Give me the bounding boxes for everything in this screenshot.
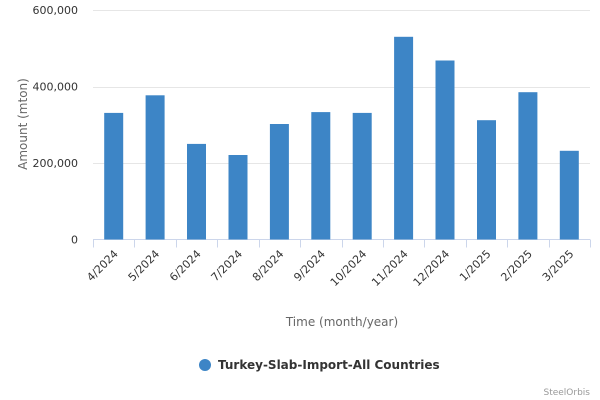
x-tick-label: 5/2024 — [126, 247, 163, 284]
y-axis-title: Amount (mton) — [16, 78, 30, 170]
legend-label: Turkey-Slab-Import-All Countries — [218, 358, 440, 372]
x-axis-title: Time (month/year) — [285, 315, 398, 329]
bar[interactable] — [228, 155, 248, 240]
bar[interactable] — [311, 112, 331, 240]
x-axis-ticks: 4/2024 5/2024 6/2024 7/2024 8/2024 9/2024 10/2… — [84, 247, 576, 289]
x-tick-label: 12/2024 — [411, 247, 453, 289]
x-tick-label: 11/2024 — [369, 247, 411, 289]
bar[interactable] — [187, 143, 206, 240]
x-axis-tick-marks — [93, 239, 591, 248]
x-tick-label: 4/2024 — [84, 247, 121, 284]
legend[interactable]: Turkey-Slab-Import-All Countries — [199, 358, 440, 372]
y-tick-label: 200,000 — [33, 157, 79, 170]
bar[interactable] — [435, 60, 455, 240]
grid-lines — [93, 10, 590, 164]
x-tick-label: 2/2025 — [498, 247, 535, 284]
bar[interactable] — [269, 124, 289, 240]
bar[interactable] — [394, 36, 414, 240]
credit-text[interactable]: SteelOrbis — [543, 388, 590, 398]
x-tick-label: 6/2024 — [167, 247, 204, 284]
bar[interactable] — [104, 112, 124, 240]
bar[interactable] — [518, 92, 538, 240]
x-tick-label: 3/2025 — [540, 247, 577, 284]
x-tick-label: 9/2024 — [291, 247, 328, 284]
y-axis-ticks: 0 200,000 400,000 600,000 — [33, 4, 79, 247]
x-tick-label: 8/2024 — [250, 247, 287, 284]
y-tick-label: 400,000 — [33, 81, 79, 94]
x-tick-label: 1/2025 — [457, 247, 494, 284]
bars — [104, 36, 579, 240]
bar[interactable] — [477, 120, 496, 240]
x-tick-label: 7/2024 — [209, 247, 246, 284]
legend-marker — [199, 359, 211, 371]
y-tick-label: 0 — [71, 234, 78, 247]
bar[interactable] — [145, 95, 165, 240]
bar[interactable] — [559, 150, 579, 240]
bar[interactable] — [352, 112, 372, 240]
y-tick-label: 600,000 — [33, 4, 79, 17]
x-tick-label: 10/2024 — [328, 247, 370, 289]
